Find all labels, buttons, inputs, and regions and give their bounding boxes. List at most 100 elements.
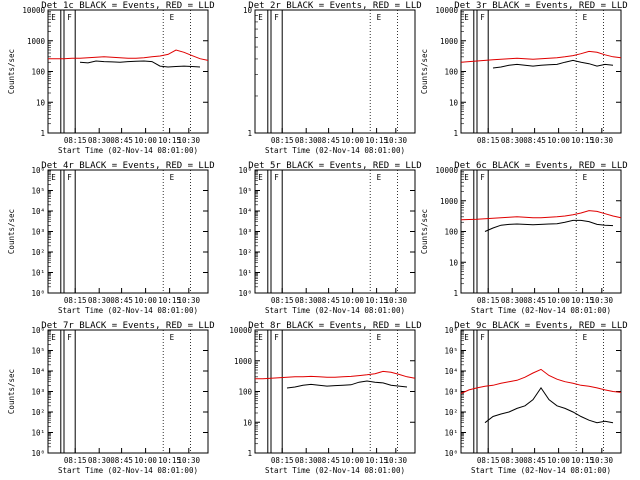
y-tick-label: 10⁴ [238, 207, 252, 216]
plot-frame [47, 329, 209, 454]
segment-marker: F [274, 173, 279, 182]
series-line-events [492, 59, 614, 69]
y-tick-label: 10⁵ [31, 347, 45, 356]
segment-marker: E [258, 333, 263, 342]
panel-title: Det 4r BLACK = Events, RED = LLD [41, 161, 214, 171]
x-tick-label: 08:30 [501, 136, 524, 145]
x-tick-label: 10:30 [385, 136, 408, 145]
y-tick-label: 10 [243, 6, 253, 15]
y-tick-label: 10² [31, 408, 45, 417]
y-tick-label: 100 [238, 388, 252, 397]
y-tick-label: 10¹ [444, 429, 458, 438]
x-tick-label: 08:30 [501, 296, 524, 305]
chart-panel-8: Det 8r BLACK = Events, RED = LLD E F E 1 10 10… [229, 321, 421, 475]
x-tick-label: 08:30 [295, 136, 318, 145]
x-tick-label: 10:15 [365, 456, 388, 465]
y-tick-label: 10 [449, 98, 459, 107]
series-line-lld [48, 49, 209, 61]
x-tick-label: 10:15 [571, 296, 594, 305]
y-tick-label: 1 [247, 129, 252, 138]
segment-marker: E [464, 333, 469, 342]
y-tick-label: 1000 [440, 37, 459, 46]
segment-marker: F [480, 13, 485, 22]
chart-panel-1: Det 1c BLACK = Events, RED = LLD E F E 1 10 10… [7, 1, 215, 155]
x-tick-label: 10:00 [547, 296, 570, 305]
x-tick-label: 08:15 [64, 456, 87, 465]
x-tick-label: 10:00 [341, 136, 364, 145]
x-tick-label: 08:45 [317, 456, 340, 465]
x-tick-label: 08:30 [295, 296, 318, 305]
segment-marker: E [464, 13, 469, 22]
segment-marker: E [258, 173, 263, 182]
x-tick-label: 10:15 [158, 296, 181, 305]
y-tick-label: 10⁶ [444, 326, 458, 335]
y-tick-label: 10⁰ [31, 449, 45, 458]
plot-frame [460, 329, 622, 454]
y-tick-label: 10² [31, 248, 45, 257]
x-axis-label: Start Time (02-Nov-14 08:01:00) [471, 306, 611, 315]
y-tick-label: 10000 [435, 6, 458, 15]
x-tick-label: 10:00 [134, 296, 157, 305]
x-tick-label: 08:15 [477, 456, 500, 465]
x-tick-label: 10:15 [158, 136, 181, 145]
series-line-lld [460, 50, 622, 63]
segment-marker: E [583, 333, 588, 342]
panel-title: Det 2r BLACK = Events, RED = LLD [248, 1, 421, 11]
segment-marker: E [377, 333, 382, 342]
x-tick-label: 08:45 [523, 456, 546, 465]
y-tick-label: 10 [36, 98, 46, 107]
x-tick-label: 08:15 [271, 296, 294, 305]
x-tick-label: 10:15 [365, 136, 388, 145]
y-tick-label: 1000 [27, 37, 46, 46]
segment-marker: E [170, 173, 175, 182]
chart-panel-2: Det 2r BLACK = Events, RED = LLD E F E 1 10 08… [243, 1, 422, 155]
y-tick-label: 1 [247, 449, 252, 458]
series-line-events [484, 219, 614, 232]
y-tick-label: 10000 [229, 326, 252, 335]
x-tick-label: 10:15 [571, 136, 594, 145]
x-tick-label: 08:45 [110, 136, 133, 145]
x-tick-label: 10:00 [134, 136, 157, 145]
y-tick-label: 10 [449, 258, 459, 267]
x-tick-label: 10:30 [385, 296, 408, 305]
x-tick-label: 08:15 [64, 296, 87, 305]
plot-frame [254, 9, 416, 134]
y-tick-label: 10000 [435, 166, 458, 175]
segment-marker: E [377, 13, 382, 22]
y-tick-label: 10¹ [31, 429, 45, 438]
y-tick-label: 1 [453, 129, 458, 138]
x-tick-label: 10:00 [341, 296, 364, 305]
x-tick-label: 10:30 [591, 296, 614, 305]
x-tick-label: 08:15 [271, 136, 294, 145]
x-tick-label: 08:45 [110, 456, 133, 465]
y-tick-label: 10⁴ [31, 207, 45, 216]
x-tick-label: 10:30 [178, 456, 201, 465]
x-tick-label: 08:45 [523, 136, 546, 145]
y-axis-label: Counts/sec [7, 369, 16, 414]
x-tick-label: 10:15 [158, 456, 181, 465]
panel-title: Det 7r BLACK = Events, RED = LLD [41, 321, 214, 331]
chart-panel-4: Det 4r BLACK = Events, RED = LLD E F E 10⁰ 10… [7, 161, 215, 315]
chart-panel-5: Det 5r BLACK = Events, RED = LLD E F E 10⁰ 10… [238, 161, 421, 315]
y-axis-label: Counts/sec [7, 209, 16, 254]
x-tick-label: 10:30 [178, 296, 201, 305]
panel-title: Det 3r BLACK = Events, RED = LLD [454, 1, 627, 11]
y-tick-label: 10 [243, 418, 253, 427]
y-tick-label: 10² [444, 408, 458, 417]
y-tick-label: 1 [40, 129, 45, 138]
x-axis-label: Start Time (02-Nov-14 08:01:00) [265, 466, 405, 475]
segment-marker: F [480, 173, 485, 182]
y-tick-label: 10⁰ [444, 449, 458, 458]
x-tick-label: 08:15 [271, 456, 294, 465]
plot-frame [47, 9, 209, 134]
segment-marker: E [51, 13, 56, 22]
series-line-events [484, 387, 614, 424]
panel-title: Det 9c BLACK = Events, RED = LLD [454, 321, 627, 331]
y-tick-label: 10⁰ [238, 289, 252, 298]
y-tick-label: 10⁴ [444, 367, 458, 376]
segment-marker: F [67, 333, 72, 342]
x-tick-label: 10:00 [547, 136, 570, 145]
y-axis-label: Counts/sec [7, 49, 16, 94]
x-axis-label: Start Time (02-Nov-14 08:01:00) [58, 306, 198, 315]
